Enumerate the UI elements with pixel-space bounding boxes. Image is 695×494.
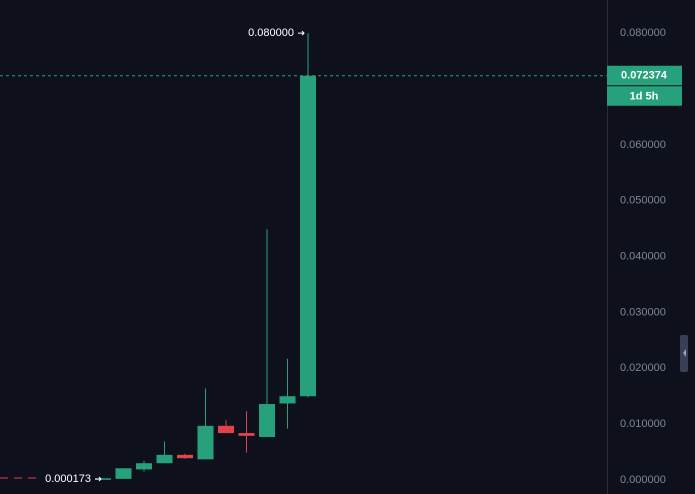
- high-marker-label: 0.080000: [248, 27, 294, 39]
- candle-body: [177, 454, 193, 459]
- y-tick-label: 0.040000: [620, 250, 666, 262]
- y-tick-label: 0.010000: [620, 418, 666, 430]
- candle-body: [279, 396, 296, 404]
- candle-body: [136, 463, 152, 470]
- candle-body: [156, 454, 173, 464]
- y-tick-label: 0.030000: [620, 306, 666, 318]
- candle-body: [197, 425, 214, 460]
- candle-body: [115, 468, 132, 479]
- handle-arrow: [683, 349, 686, 357]
- candle-body: [259, 404, 275, 437]
- low-marker-label: 0.000173: [45, 473, 91, 485]
- low-marker-arrow: [95, 476, 102, 482]
- candle-body: [238, 433, 255, 436]
- y-tick-label: 0.000000: [620, 474, 666, 486]
- y-tick-label: 0.080000: [620, 27, 666, 39]
- candle-body: [95, 478, 111, 480]
- y-tick-label: 0.060000: [620, 139, 666, 151]
- y-tick-label: 0.020000: [620, 362, 666, 374]
- candle-body: [218, 425, 234, 434]
- countdown: 1d 5h: [630, 91, 659, 103]
- candle-body: [300, 75, 316, 397]
- high-marker-arrow: [298, 30, 305, 36]
- last-price-label: 0.072374: [621, 70, 668, 82]
- y-tick-label: 0.050000: [620, 195, 666, 207]
